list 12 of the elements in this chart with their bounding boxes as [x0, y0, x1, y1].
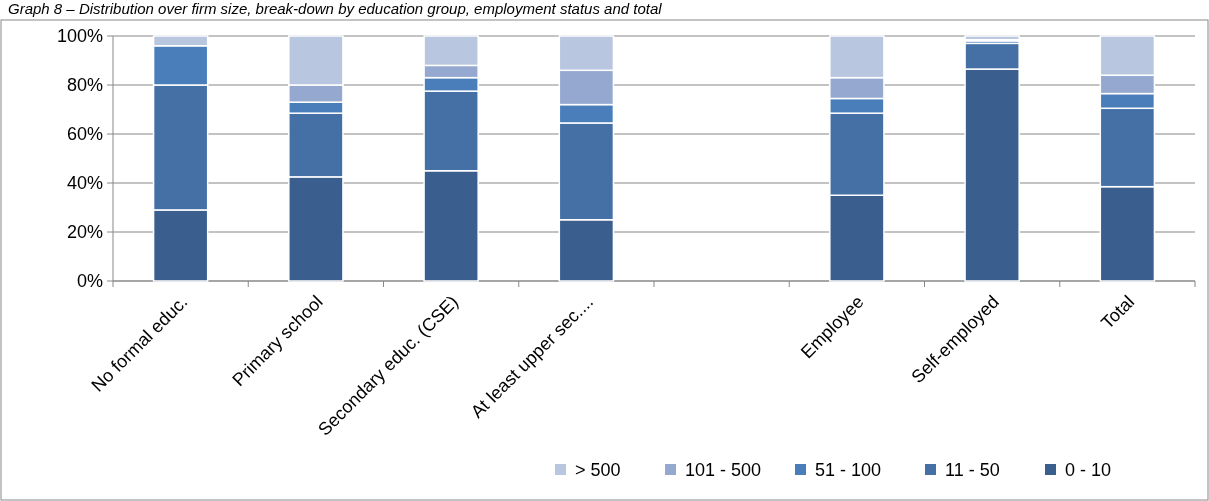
y-tick-label: 0%	[76, 271, 103, 292]
y-tick-label: 80%	[66, 75, 103, 96]
legend-label: 0 - 10	[1065, 460, 1112, 481]
legend-label: 11 - 50	[945, 460, 1000, 481]
y-tick-label: 100%	[56, 26, 103, 47]
legend-label: 101 - 500	[685, 460, 762, 481]
y-tick-label: 60%	[66, 124, 103, 145]
chart-title: Graph 8 – Distribution over firm size, break-down by education group, employment status and total	[8, 0, 663, 17]
y-tick-label: 40%	[66, 173, 103, 194]
y-tick-label: 20%	[66, 222, 103, 243]
legend-label: > 500	[575, 460, 621, 481]
legend-label: 51 - 100	[815, 460, 882, 481]
